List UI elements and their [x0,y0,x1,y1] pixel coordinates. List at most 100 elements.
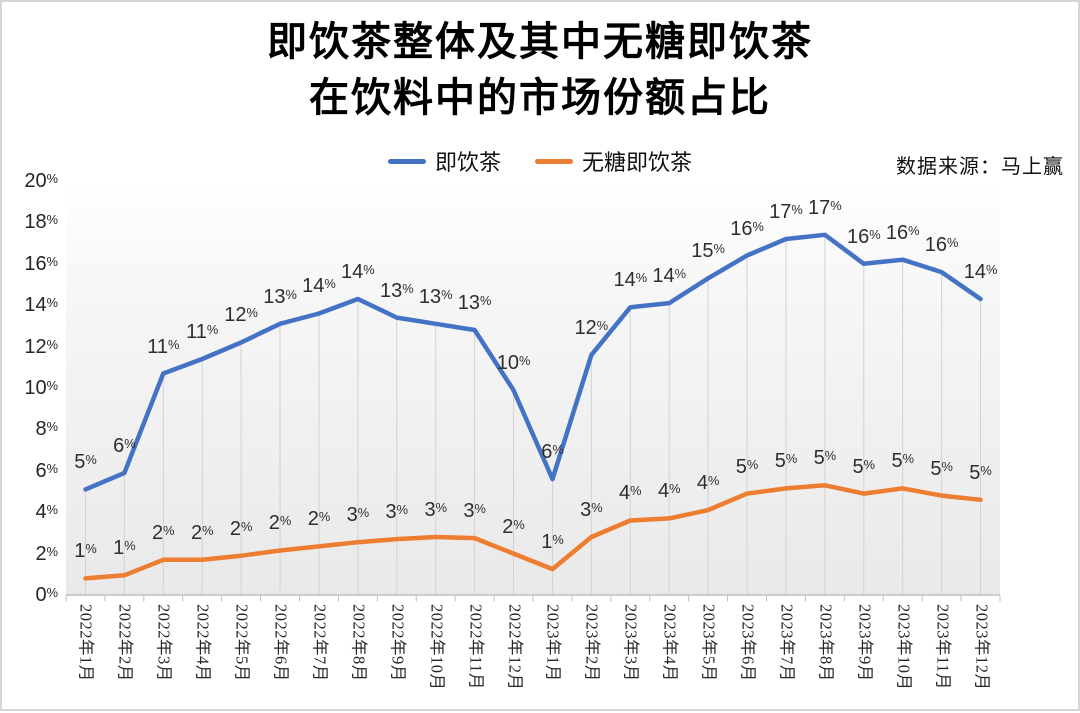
data-label-sugar-free-ready-to-drink-tea: 5% [930,457,953,480]
data-label-ready-to-drink-tea: 15% [691,240,725,263]
data-label-ready-to-drink-tea: 14% [963,260,998,283]
data-label-ready-to-drink-tea: 12% [574,316,609,339]
data-label-ready-to-drink-tea: 16% [924,234,959,257]
percent-sign: % [46,585,58,601]
percent-sign: % [240,518,253,534]
percent-sign: % [46,295,58,311]
percent-sign: % [752,218,764,234]
data-label-sugar-free-ready-to-drink-tea: 3% [346,504,370,527]
data-label-sugar-free-ready-to-drink-tea: 5% [813,447,837,470]
legend-label: 即饮茶 [434,150,501,175]
x-axis-label: 2022年8月 [349,604,369,682]
percent-sign: % [163,522,175,538]
data-label-sugar-free-ready-to-drink-tea: 1% [74,540,97,563]
x-axis-label: 2022年7月 [310,604,330,682]
data-label-ready-to-drink-tea: 5% [74,451,97,474]
data-label-ready-to-drink-tea: 13% [379,279,414,302]
data-label-sugar-free-ready-to-drink-tea: 5% [891,450,914,473]
data-label-sugar-free-ready-to-drink-tea: 4% [696,472,720,495]
x-axis-label: 2023年3月 [621,604,641,682]
percent-sign: % [246,305,258,321]
data-label-ready-to-drink-tea: 11% [186,321,219,344]
percent-sign: % [669,481,681,497]
data-label-ready-to-drink-tea: 16% [885,221,920,244]
data-label-ready-to-drink-tea: 17% [808,196,842,219]
x-axis-label: 2022年1月 [76,604,96,682]
data-label-ready-to-drink-tea: 13% [457,292,492,315]
x-axis-label: 2023年4月 [660,604,680,682]
percent-sign: % [396,502,409,518]
percent-sign: % [124,538,136,554]
x-axis-label: 2023年5月 [699,604,719,682]
data-label-sugar-free-ready-to-drink-tea: 5% [852,455,876,478]
data-label-ready-to-drink-tea: 6% [113,434,136,457]
percent-sign: % [474,501,486,517]
legend-line-swatch-ready-to-drink-tea [387,158,426,164]
percent-sign: % [46,336,58,352]
data-label-ready-to-drink-tea: 14% [652,265,687,288]
percent-sign: % [124,436,136,452]
percent-sign: % [824,448,837,464]
chart-legend: 即饮茶 无糖即饮茶 [2,145,1078,177]
data-label-sugar-free-ready-to-drink-tea: 2% [152,521,175,544]
percent-sign: % [46,460,58,476]
percent-sign: % [947,235,959,251]
percent-sign: % [518,353,531,369]
data-label-ready-to-drink-tea: 16% [730,217,764,240]
percent-sign: % [357,505,370,521]
percent-sign: % [863,456,876,472]
y-axis-label: 6% [35,459,58,482]
percent-sign: % [285,287,297,302]
x-axis-label: 2022年6月 [271,604,291,682]
percent-sign: % [46,419,58,435]
y-axis-label: 12% [24,335,58,358]
x-axis-label: 2022年12月 [505,604,525,691]
percent-sign: % [630,483,642,499]
data-label-ready-to-drink-tea: 11% [147,335,180,358]
percent-sign: % [513,516,525,532]
x-axis-label: 2023年8月 [816,604,836,682]
x-axis-label: 2022年2月 [115,604,135,682]
legend-item-ready-to-drink-tea: 即饮茶 [387,145,501,177]
data-label-sugar-free-ready-to-drink-tea: 1% [541,531,564,554]
x-axis-label: 2023年6月 [738,604,758,682]
percent-sign: % [908,222,920,238]
data-label-sugar-free-ready-to-drink-tea: 5% [735,455,759,478]
x-axis-label: 2022年3月 [154,604,174,682]
data-label-ready-to-drink-tea: 16% [846,225,881,248]
percent-sign: % [46,253,58,269]
percent-sign: % [591,500,603,516]
y-axis-label: 20% [24,170,58,192]
y-axis-label: 16% [24,252,58,275]
percent-sign: % [552,532,564,548]
data-label-sugar-free-ready-to-drink-tea: 2% [307,508,331,531]
x-axis-label: 2022年10月 [427,604,447,691]
percent-sign: % [941,458,953,474]
x-axis-label: 2022年11月 [466,604,486,690]
percent-sign: % [167,336,180,352]
percent-sign: % [202,522,214,538]
legend-item-sugar-free-ready-to-drink-tea: 无糖即饮茶 [535,145,692,177]
x-axis-label: 2023年10月 [894,604,914,691]
series-line-sugar-free-ready-to-drink-tea [83,483,983,581]
chart-title: 即饮茶整体及其中无糖即饮茶 在饮料中的市场份额占比 [2,14,1078,126]
percent-sign: % [435,500,447,516]
data-label-sugar-free-ready-to-drink-tea: 2% [190,521,214,544]
percent-sign: % [324,276,336,292]
legend-label: 无糖即饮茶 [582,150,693,175]
percent-sign: % [46,171,58,187]
data-label-ready-to-drink-tea: 12% [224,304,258,327]
percent-sign: % [985,262,998,278]
data-label-ready-to-drink-tea: 14% [302,275,336,298]
data-label-sugar-free-ready-to-drink-tea: 1% [113,537,136,560]
x-axis-label: 2023年1月 [543,604,563,682]
x-axis-label: 2022年5月 [232,604,252,682]
percent-sign: % [402,280,414,296]
x-axis-label: 2023年7月 [777,604,797,682]
percent-sign: % [363,262,375,278]
percent-sign: % [707,473,720,489]
y-axis-label: 10% [24,377,58,399]
y-axis-label: 2% [35,542,58,565]
